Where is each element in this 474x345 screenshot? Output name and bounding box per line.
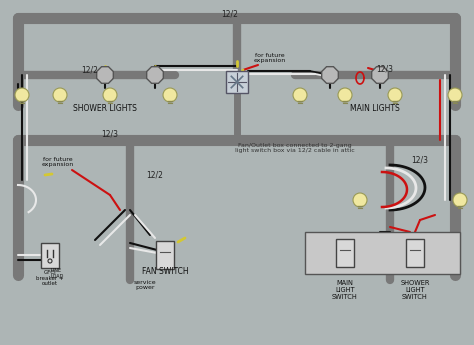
Text: for future
expansion: for future expansion <box>42 157 74 167</box>
Text: GFCI
breaker +
outlet: GFCI breaker + outlet <box>36 270 64 286</box>
Text: 12/3: 12/3 <box>376 65 393 73</box>
Text: service
power: service power <box>134 279 156 290</box>
Text: for future
expansion: for future expansion <box>254 52 286 63</box>
Text: SHOWER LIGHTS: SHOWER LIGHTS <box>73 104 137 112</box>
Circle shape <box>338 88 352 102</box>
Text: FAN SWITCH: FAN SWITCH <box>142 267 188 276</box>
Text: LOAD: LOAD <box>50 275 64 279</box>
Bar <box>41 243 59 267</box>
Circle shape <box>293 88 307 102</box>
Text: MAIN
LIGHT
SWITCH: MAIN LIGHT SWITCH <box>332 280 358 300</box>
Bar <box>226 71 248 93</box>
Circle shape <box>388 88 402 102</box>
Circle shape <box>53 88 67 102</box>
Text: Fan/Outlet box connected to 2-gang
light switch box via 12/2 cable in attic: Fan/Outlet box connected to 2-gang light… <box>235 142 355 154</box>
Circle shape <box>15 88 29 102</box>
Text: MAIN LIGHTS: MAIN LIGHTS <box>350 104 400 112</box>
Polygon shape <box>146 67 164 83</box>
Text: 12/2: 12/2 <box>146 170 164 179</box>
Circle shape <box>453 193 467 207</box>
Circle shape <box>353 193 367 207</box>
Bar <box>336 239 354 267</box>
Text: SHOWER
LIGHT
SWITCH: SHOWER LIGHT SWITCH <box>400 280 430 300</box>
Text: 12/2: 12/2 <box>82 66 99 75</box>
Text: LINE: LINE <box>50 267 61 273</box>
Text: 12/3: 12/3 <box>101 129 118 138</box>
Bar <box>305 232 460 274</box>
Text: 12/2: 12/2 <box>221 10 238 19</box>
Bar <box>156 241 174 269</box>
Polygon shape <box>372 67 388 83</box>
Polygon shape <box>97 67 113 83</box>
Bar <box>406 239 424 267</box>
Circle shape <box>448 88 462 102</box>
Circle shape <box>103 88 117 102</box>
Text: 12/3: 12/3 <box>411 156 428 165</box>
Circle shape <box>163 88 177 102</box>
Polygon shape <box>322 67 338 83</box>
